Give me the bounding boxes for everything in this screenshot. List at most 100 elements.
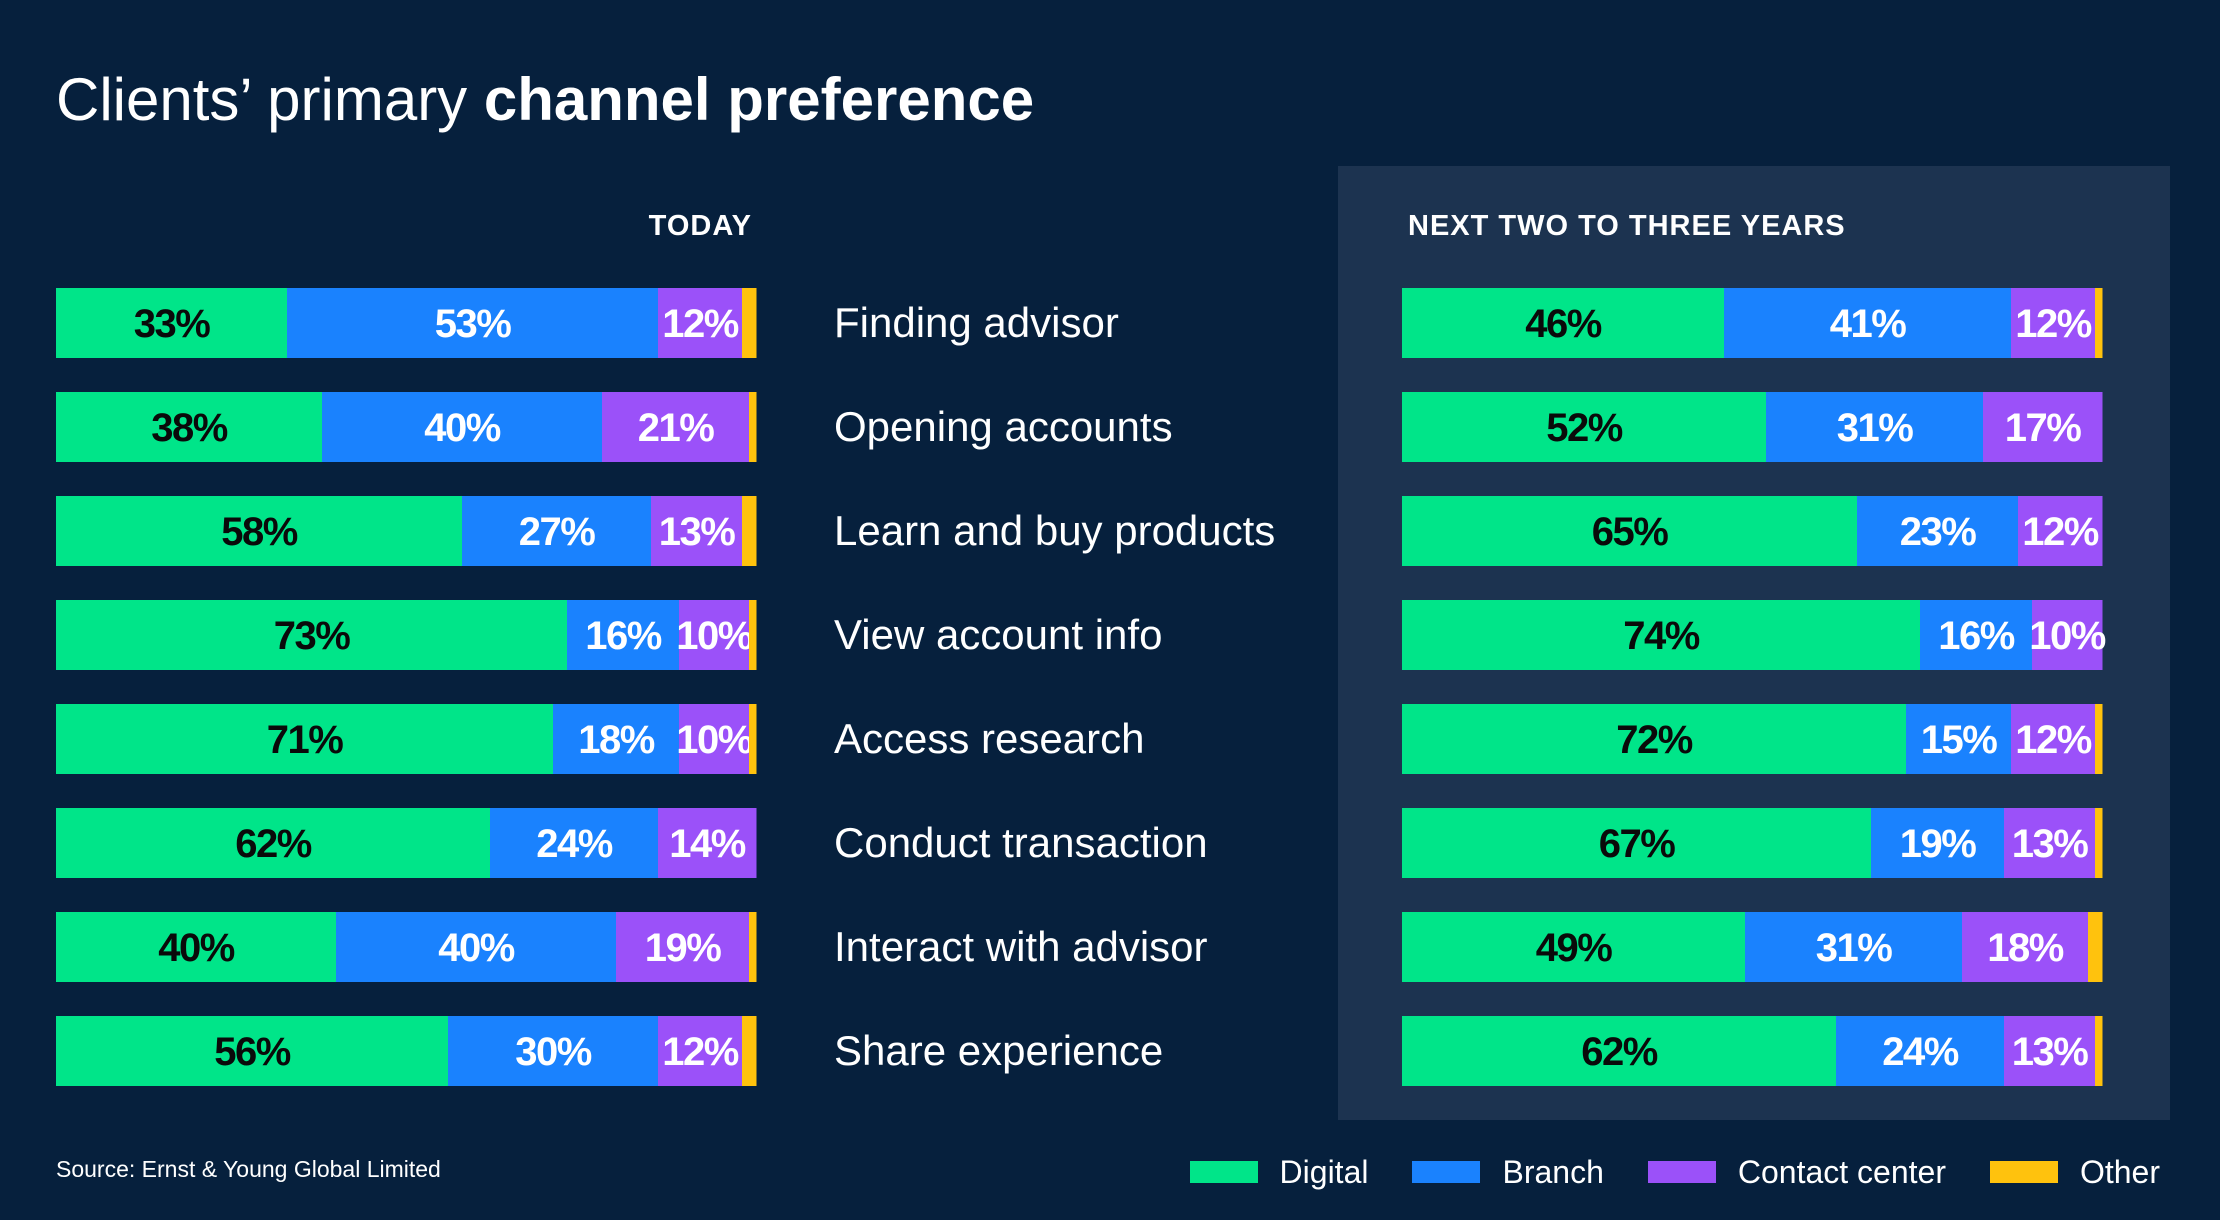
data-label-today-finding-advisor-branch: 53% xyxy=(435,302,511,346)
bar-future-access-research-digital xyxy=(1402,704,1907,774)
legend-item-other: Other xyxy=(1989,1152,2160,1192)
category-label-share-experience: Share experience xyxy=(834,1027,1164,1074)
data-label-today-conduct-transaction-branch: 24% xyxy=(536,822,612,866)
today-panel-header: TODAY xyxy=(648,210,752,242)
bar-today-view-account-info-other xyxy=(749,600,757,670)
bar-future-view-account-info-digital xyxy=(1402,600,1921,670)
data-label-today-opening-accounts-contact-center: 21% xyxy=(638,406,714,450)
bar-today-access-research-digital xyxy=(56,704,554,774)
bar-future-share-experience-contact-center xyxy=(2004,1016,2096,1086)
bar-today-interact-with-advisor-branch xyxy=(336,912,617,982)
data-label-today-opening-accounts-branch: 40% xyxy=(424,406,500,450)
bar-today-access-research-other xyxy=(749,704,757,774)
bar-today-interact-with-advisor-other xyxy=(749,912,757,982)
data-label-today-access-research-digital: 71% xyxy=(267,718,343,762)
bar-future-interact-with-advisor-contact-center xyxy=(1962,912,2089,982)
bar-today-opening-accounts-other xyxy=(749,392,757,462)
data-label-today-share-experience-contact-center: 12% xyxy=(662,1030,738,1074)
bar-future-opening-accounts-contact-center xyxy=(1983,392,2103,462)
bar-today-finding-advisor-contact-center xyxy=(658,288,743,358)
category-label-conduct-transaction: Conduct transaction xyxy=(834,819,1208,866)
future-panel-header: NEXT TWO TO THREE YEARS xyxy=(1408,210,1846,242)
data-label-today-learn-and-buy-products-contact-center: 13% xyxy=(659,510,735,554)
legend-swatch-branch xyxy=(1412,1161,1481,1183)
bar-today-learn-and-buy-products-branch xyxy=(462,496,652,566)
bar-today-conduct-transaction-contact-center xyxy=(658,808,757,878)
data-label-future-view-account-info-digital: 74% xyxy=(1623,614,1699,658)
chart-title: Clients’ primary channel preference xyxy=(56,62,1034,138)
bar-future-learn-and-buy-products-branch xyxy=(1857,496,2019,566)
bar-future-conduct-transaction-digital xyxy=(1402,808,1872,878)
bar-today-finding-advisor-digital xyxy=(56,288,288,358)
data-label-future-finding-advisor-branch: 41% xyxy=(1830,302,1906,346)
bar-future-access-research-contact-center xyxy=(2011,704,2096,774)
data-label-future-access-research-contact-center: 12% xyxy=(2015,718,2091,762)
bar-future-finding-advisor-digital xyxy=(1402,288,1725,358)
data-label-today-interact-with-advisor-contact-center: 19% xyxy=(645,926,721,970)
source-note: Source: Ernst & Young Global Limited xyxy=(56,1156,441,1182)
bar-today-opening-accounts-contact-center xyxy=(602,392,750,462)
data-label-future-conduct-transaction-digital: 67% xyxy=(1599,822,1675,866)
data-label-future-access-research-digital: 72% xyxy=(1616,718,1692,762)
data-label-future-finding-advisor-digital: 46% xyxy=(1525,302,1601,346)
bar-today-access-research-contact-center xyxy=(679,704,750,774)
bar-future-opening-accounts-branch xyxy=(1766,392,1984,462)
legend-item-digital: Digital xyxy=(1189,1152,1368,1192)
data-label-future-opening-accounts-digital: 52% xyxy=(1546,406,1622,450)
bar-future-share-experience-branch xyxy=(1836,1016,2005,1086)
bar-future-finding-advisor-other xyxy=(2095,288,2103,358)
bar-today-learn-and-buy-products-digital xyxy=(56,496,463,566)
data-label-today-view-account-info-contact-center: 10% xyxy=(676,614,752,658)
data-label-today-learn-and-buy-products-branch: 27% xyxy=(519,510,595,554)
data-label-future-learn-and-buy-products-contact-center: 12% xyxy=(2022,510,2098,554)
category-label-interact-with-advisor: Interact with advisor xyxy=(834,923,1208,970)
category-label-learn-and-buy-products: Learn and buy products xyxy=(834,507,1276,554)
data-label-future-opening-accounts-branch: 31% xyxy=(1837,406,1913,450)
bar-future-share-experience-digital xyxy=(1402,1016,1837,1086)
legend-swatch-other xyxy=(1989,1161,2058,1183)
bar-future-access-research-branch xyxy=(1906,704,2012,774)
bar-today-share-experience-other xyxy=(742,1016,757,1086)
bar-future-interact-with-advisor-digital xyxy=(1402,912,1746,982)
category-label-opening-accounts: Opening accounts xyxy=(834,403,1173,450)
data-label-future-opening-accounts-contact-center: 17% xyxy=(2005,406,2081,450)
data-label-today-share-experience-branch: 30% xyxy=(515,1030,591,1074)
chart-title-light: Clients’ primary xyxy=(56,66,468,133)
data-label-future-share-experience-contact-center: 13% xyxy=(2012,1030,2088,1074)
bar-future-view-account-info-contact-center xyxy=(2032,600,2103,670)
category-label-view-account-info: View account info xyxy=(834,611,1163,658)
data-label-future-view-account-info-branch: 16% xyxy=(1938,614,2014,658)
data-label-future-interact-with-advisor-digital: 49% xyxy=(1536,926,1612,970)
data-label-today-share-experience-digital: 56% xyxy=(214,1030,290,1074)
bar-today-opening-accounts-digital xyxy=(56,392,323,462)
data-label-today-access-research-branch: 18% xyxy=(578,718,654,762)
bar-today-view-account-info-digital xyxy=(56,600,568,670)
bar-today-conduct-transaction-digital xyxy=(56,808,491,878)
bar-future-conduct-transaction-branch xyxy=(1871,808,2005,878)
data-label-today-finding-advisor-contact-center: 12% xyxy=(662,302,738,346)
bar-future-access-research-other xyxy=(2095,704,2103,774)
bar-future-share-experience-other xyxy=(2095,1016,2103,1086)
category-label-finding-advisor: Finding advisor xyxy=(834,299,1119,346)
data-label-today-learn-and-buy-products-digital: 58% xyxy=(221,510,297,554)
chart-title-bold: channel preference xyxy=(483,66,1035,133)
legend-swatch-contact-center xyxy=(1647,1161,1716,1183)
data-label-today-conduct-transaction-contact-center: 14% xyxy=(669,822,745,866)
data-label-future-learn-and-buy-products-branch: 23% xyxy=(1900,510,1976,554)
legend-item-branch: Branch xyxy=(1412,1152,1604,1192)
data-label-today-access-research-contact-center: 10% xyxy=(676,718,752,762)
bar-today-view-account-info-contact-center xyxy=(679,600,750,670)
bar-today-share-experience-contact-center xyxy=(658,1016,743,1086)
bar-today-finding-advisor-branch xyxy=(287,288,659,358)
legend-label-other: Other xyxy=(2079,1154,2160,1190)
bar-today-interact-with-advisor-contact-center xyxy=(616,912,750,982)
bar-future-interact-with-advisor-branch xyxy=(1745,912,1963,982)
bar-today-learn-and-buy-products-other xyxy=(742,496,757,566)
data-label-today-opening-accounts-digital: 38% xyxy=(151,406,227,450)
bar-future-interact-with-advisor-other xyxy=(2088,912,2103,982)
bar-today-interact-with-advisor-digital xyxy=(56,912,337,982)
category-label-access-research: Access research xyxy=(834,715,1145,762)
bar-today-learn-and-buy-products-contact-center xyxy=(651,496,743,566)
data-label-future-finding-advisor-contact-center: 12% xyxy=(2015,302,2091,346)
